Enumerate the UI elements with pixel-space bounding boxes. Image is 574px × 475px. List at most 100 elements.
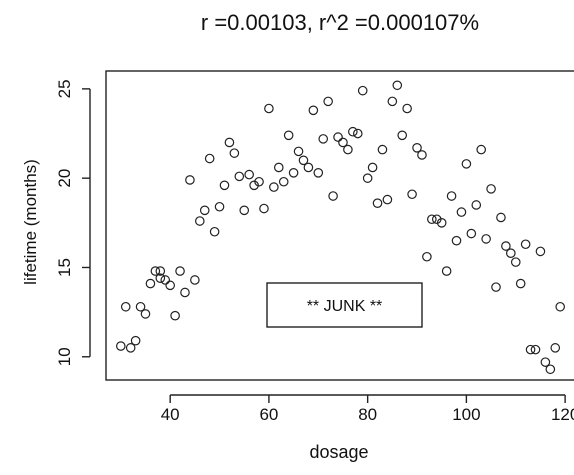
data-points-group xyxy=(116,80,565,375)
data-point xyxy=(333,132,343,142)
data-point xyxy=(155,266,166,276)
data-point xyxy=(427,214,437,225)
data-point xyxy=(234,171,245,182)
data-point xyxy=(259,203,269,214)
annotation-box xyxy=(266,282,423,328)
plot-frame xyxy=(105,70,574,381)
data-point xyxy=(397,130,408,141)
data-point xyxy=(283,130,294,141)
data-point xyxy=(269,182,279,192)
data-point xyxy=(441,266,452,276)
data-point xyxy=(367,162,378,173)
data-point xyxy=(417,150,427,160)
data-point xyxy=(466,228,477,239)
data-point xyxy=(392,80,403,91)
data-point xyxy=(318,134,329,144)
x-tick-label: 80 xyxy=(358,405,377,424)
x-tick-label: 40 xyxy=(161,405,180,424)
data-point xyxy=(496,212,506,223)
x-tick-label: 120 xyxy=(551,405,574,424)
y-tick-label: 25 xyxy=(55,79,74,98)
data-point xyxy=(130,335,141,346)
data-point xyxy=(185,175,195,185)
y-tick-label: 20 xyxy=(55,169,74,188)
data-point xyxy=(535,246,546,257)
y-tick-label: 10 xyxy=(55,347,74,366)
data-point xyxy=(520,239,531,250)
data-point xyxy=(377,144,388,155)
data-point xyxy=(471,200,482,210)
data-point xyxy=(323,96,333,107)
data-point xyxy=(288,168,299,178)
data-point xyxy=(545,364,556,375)
data-point xyxy=(214,201,225,212)
data-point xyxy=(145,278,156,289)
data-point xyxy=(313,168,324,178)
data-point xyxy=(224,137,235,148)
data-point xyxy=(195,216,205,226)
data-point xyxy=(150,266,161,276)
data-point xyxy=(254,176,264,187)
data-point xyxy=(165,280,175,291)
data-point xyxy=(357,85,368,96)
data-point xyxy=(175,266,185,276)
data-point xyxy=(244,169,254,180)
data-point xyxy=(372,198,383,208)
data-point xyxy=(160,275,171,285)
data-point xyxy=(135,301,146,312)
data-point xyxy=(402,103,412,114)
data-point xyxy=(481,234,491,244)
data-point xyxy=(199,205,210,216)
data-point xyxy=(451,235,462,246)
data-point xyxy=(461,159,472,169)
y-tick-label: 15 xyxy=(55,258,74,277)
data-point xyxy=(491,282,501,292)
data-point xyxy=(155,273,166,283)
data-point xyxy=(530,344,541,355)
data-point xyxy=(239,205,250,216)
data-point xyxy=(555,301,565,312)
data-point xyxy=(264,103,274,114)
data-point xyxy=(525,344,536,355)
data-point xyxy=(140,309,151,319)
data-point xyxy=(343,144,353,155)
data-point xyxy=(436,218,447,228)
data-point xyxy=(486,184,496,194)
data-point xyxy=(209,226,220,237)
data-point xyxy=(446,191,457,201)
data-point xyxy=(506,248,516,258)
data-point xyxy=(125,343,136,353)
data-point xyxy=(476,144,486,155)
data-point xyxy=(180,287,190,298)
data-point xyxy=(120,301,131,312)
chart-title: r =0.00103, r^2 =0.000107% xyxy=(201,10,479,35)
data-point xyxy=(387,96,398,107)
data-point xyxy=(501,241,511,251)
data-point xyxy=(515,278,526,289)
data-point xyxy=(116,341,126,351)
axes-group: 10 15 20 25 40 60 80 100 120 xyxy=(55,79,574,424)
annotation-text: ** JUNK ** xyxy=(307,298,383,315)
data-point xyxy=(338,137,348,148)
data-point xyxy=(348,126,358,137)
data-point xyxy=(190,275,200,285)
data-point xyxy=(550,343,561,353)
data-point xyxy=(328,191,338,201)
data-point xyxy=(273,162,284,173)
data-point xyxy=(298,155,309,166)
data-point xyxy=(219,180,230,191)
data-point xyxy=(422,251,432,262)
data-point xyxy=(293,146,304,157)
data-point xyxy=(352,128,363,139)
data-point xyxy=(510,257,521,267)
y-axis-label: lifetime (months) xyxy=(21,159,40,285)
x-tick-label: 60 xyxy=(259,405,278,424)
data-point xyxy=(362,173,373,183)
data-point xyxy=(308,105,319,116)
data-point xyxy=(204,153,215,164)
data-point xyxy=(540,357,551,367)
x-axis-label: dosage xyxy=(309,442,368,462)
